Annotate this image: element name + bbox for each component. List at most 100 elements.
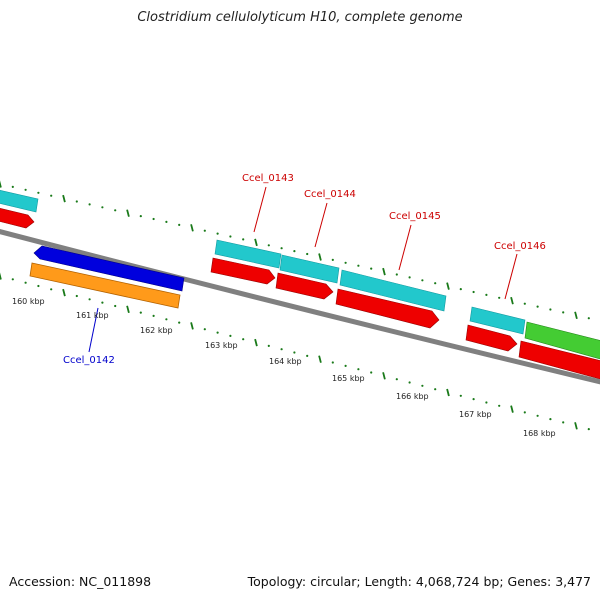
lower-ring-minor-tick [50,288,53,291]
leader-ccel_0144 [314,202,328,248]
lower-ring-minor-tick [152,314,155,317]
cds-red-ccel_0146[interactable] [465,324,518,352]
feature-cyan-ccel_0145[interactable] [339,269,447,312]
upper-ring-minor-tick [549,308,552,311]
map-title: Clostridium cellulolyticum H10, complete… [137,10,463,25]
lower-ring-minor-tick [523,411,526,414]
upper-ring-minor-tick [50,194,53,197]
cds-red-right[interactable] [518,340,600,380]
feature-green-right[interactable] [524,321,600,360]
lower-ring-minor-tick [587,428,590,431]
upper-ring-minor-tick [498,296,501,299]
leader-ccel_0145 [398,224,412,271]
upper-ring-minor-tick [331,258,334,261]
scale-label: 165 kbp [332,374,365,383]
lower-ring-minor-tick [408,381,411,384]
lower-ring-minor-tick [178,321,181,324]
scale-label: 160 kbp [12,297,45,306]
lower-ring-major-tick [446,388,450,397]
upper-ring-minor-tick [408,276,411,279]
upper-ring-minor-tick [37,191,40,194]
cds-red-ccel_0145[interactable] [335,288,440,329]
upper-tick-ring [0,180,590,320]
upper-ring-minor-tick [472,290,475,294]
lower-ring-minor-tick [421,384,424,387]
upper-ring-major-tick [446,282,450,290]
gene-label-ccel_0144[interactable]: Ccel_0144 [304,189,356,200]
upper-ring-minor-tick [24,188,27,191]
backbone-line [0,229,600,385]
lower-ring-minor-tick [267,344,270,347]
cds-red-ccel_0143[interactable] [210,257,276,285]
lower-ring-minor-tick [459,394,462,397]
lower-ring-minor-tick [434,388,437,391]
gene-label-ccel_0146[interactable]: Ccel_0146 [494,241,546,252]
upper-ring-minor-tick [459,288,462,291]
lower-ring-major-tick [126,305,130,314]
upper-ring-minor-tick [216,232,219,235]
lower-ring-minor-tick [562,421,565,424]
upper-ring-minor-tick [293,250,296,253]
lower-ring-minor-tick [229,334,232,337]
upper-ring-major-tick [318,253,322,261]
lower-ring-major-tick [254,338,258,347]
upper-ring-major-tick [510,296,514,305]
lower-ring-minor-tick [101,301,104,304]
upper-ring-major-tick [382,267,386,276]
lower-ring-minor-tick [24,281,27,284]
gene-label-ccel_0145[interactable]: Ccel_0145 [389,211,441,222]
upper-ring-minor-tick [75,200,78,203]
lower-ring-minor-tick [88,298,91,301]
upper-ring-minor-tick [152,217,155,221]
upper-ring-minor-tick [267,244,270,247]
upper-ring-minor-tick [536,305,539,308]
lower-ring-minor-tick [203,328,206,331]
upper-ring-minor-tick [114,209,117,212]
upper-ring-minor-tick [485,293,488,296]
scale-label: 164 kbp [269,357,302,366]
feature-cyan-ccel_0144[interactable] [279,254,340,284]
feature-blue-ccel_0142[interactable] [33,245,185,292]
upper-ring-minor-tick [344,261,347,264]
lower-ring-minor-tick [536,414,539,417]
gene-label-ccel_0143[interactable]: Ccel_0143 [242,173,294,184]
upper-ring-minor-tick [242,238,245,241]
lower-ring-minor-tick [165,318,168,321]
upper-ring-minor-tick [11,185,14,188]
feature-cyan-ccel_0146[interactable] [469,306,526,335]
upper-ring-major-tick [0,180,2,188]
lower-tick-ring [0,272,590,431]
upper-ring-minor-tick [229,235,232,238]
feature-cyan-left[interactable] [0,188,39,213]
lower-ring-minor-tick [37,284,40,288]
upper-ring-minor-tick [280,247,283,250]
cds-orange-ccel_0142[interactable] [29,262,181,309]
upper-ring-minor-tick [562,311,565,314]
upper-ring-minor-tick [101,206,104,209]
lower-ring-minor-tick [242,338,245,341]
upper-ring-major-tick [254,238,258,247]
lower-ring-minor-tick [357,368,360,371]
lower-ring-major-tick [62,288,66,297]
lower-ring-minor-tick [395,378,398,381]
lower-ring-minor-tick [11,278,14,281]
upper-ring-minor-tick [587,317,590,320]
lower-ring-minor-tick [485,401,488,404]
gene-label-ccel_0142[interactable]: Ccel_0142 [63,355,115,366]
lower-ring-minor-tick [549,418,552,421]
lower-ring-minor-tick [370,371,373,374]
scale-label: 168 kbp [523,429,556,438]
upper-ring-minor-tick [165,220,168,223]
upper-ring-minor-tick [306,252,309,256]
leader-ccel_0143 [253,186,267,233]
lower-ring-major-tick [510,405,514,413]
leader-ccel_0146 [504,253,518,300]
feature-cyan-ccel_0143[interactable] [214,239,282,269]
upper-ring-major-tick [62,194,66,203]
cds-red-ccel_0144[interactable] [275,272,334,300]
cds-red-left[interactable] [0,206,35,229]
scale-label: 166 kbp [396,392,429,401]
lower-ring-minor-tick [114,304,117,308]
scale-label: 161 kbp [76,311,109,320]
lower-ring-minor-tick [293,351,296,354]
